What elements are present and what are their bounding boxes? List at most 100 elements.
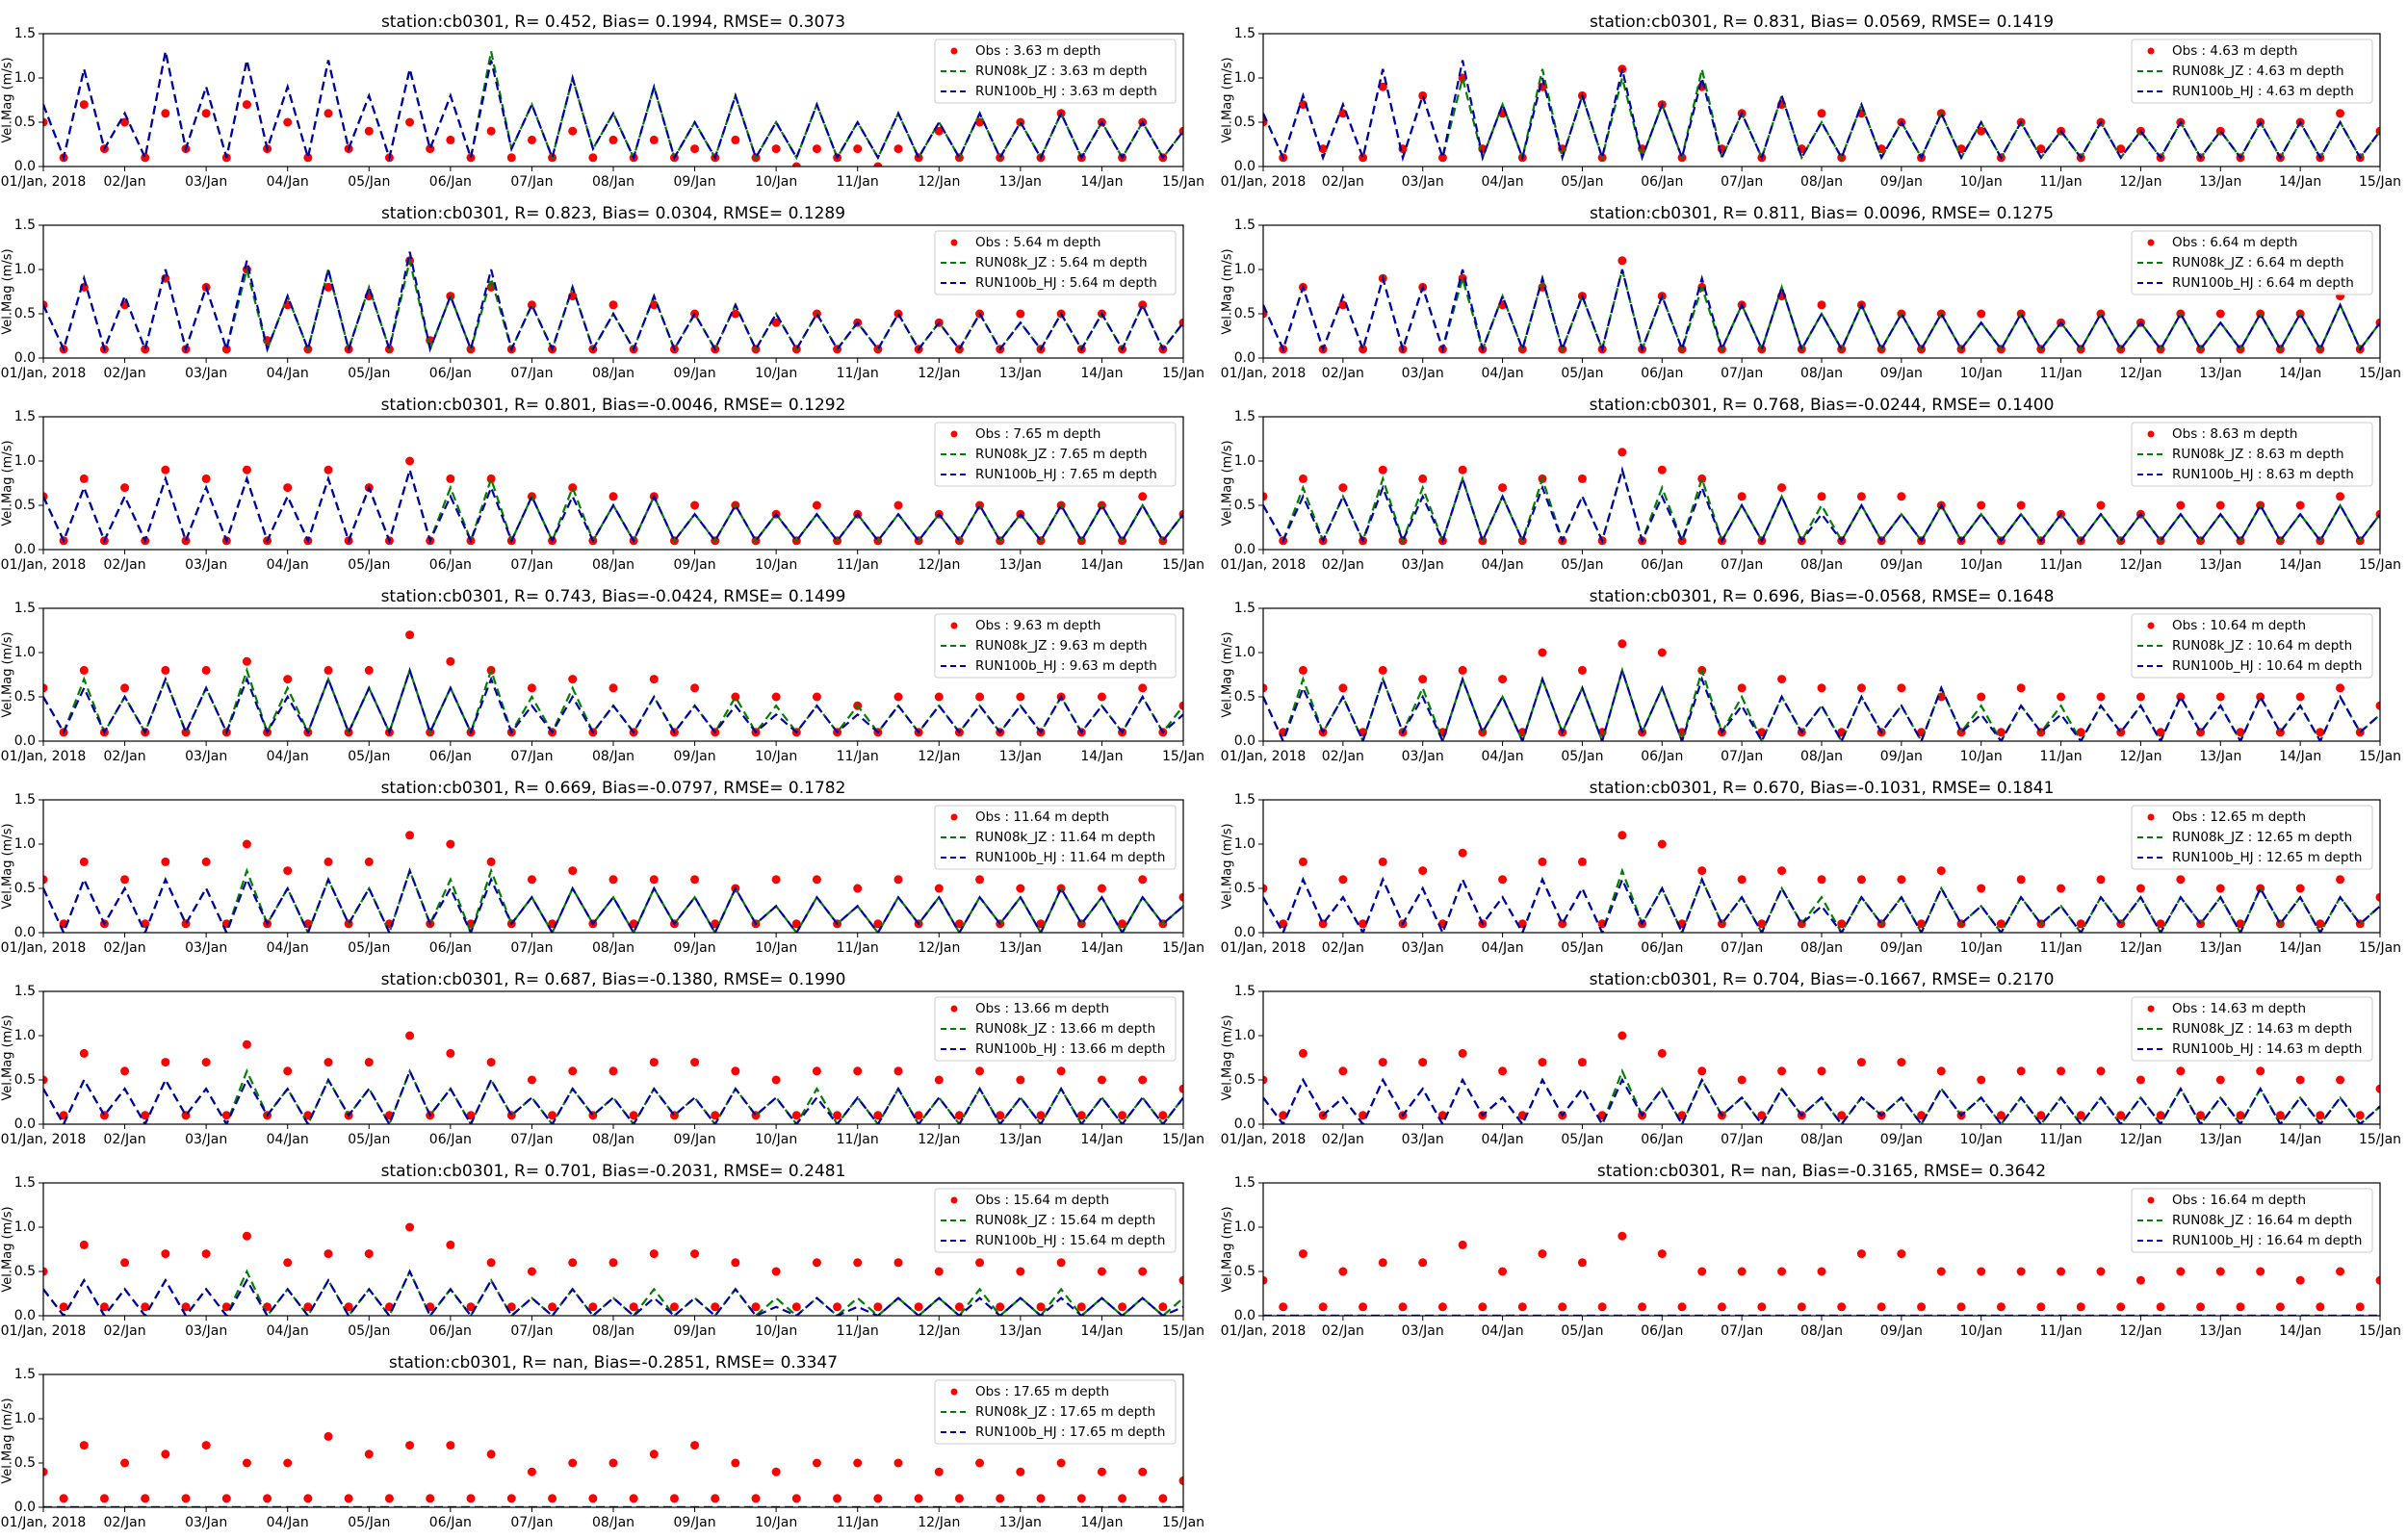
obs-point [1016, 309, 1025, 319]
x-tick-label: 13/Jan [2199, 557, 2241, 573]
legend-label: RUN100b_HJ : 15.64 m depth [975, 1233, 1165, 1248]
obs-point [527, 683, 536, 693]
panel-title: station:cb0301, R= 0.452, Bias= 0.1994, … [381, 13, 845, 32]
obs-point [1298, 474, 1307, 483]
obs-point [568, 866, 578, 876]
y-tick-label: 1.5 [14, 26, 36, 41]
obs-point [1178, 1084, 1183, 1093]
obs-point [1697, 1267, 1707, 1276]
y-tick-label: 0.0 [14, 1308, 36, 1323]
obs-point [771, 1467, 781, 1476]
obs-point [1977, 884, 1986, 893]
obs-point [2295, 1075, 2305, 1085]
obs-point [1817, 875, 1826, 885]
x-tick-label: 09/Jan [1880, 1132, 1923, 1147]
obs-point [629, 1494, 638, 1503]
obs-point [161, 109, 170, 118]
obs-point [1318, 1302, 1328, 1312]
y-tick-label: 1.0 [14, 453, 36, 469]
legend-label: RUN08k_JZ : 17.65 m depth [975, 1404, 1155, 1420]
y-tick-label: 0.0 [14, 1500, 36, 1515]
obs-point [1577, 665, 1587, 675]
legend-label: Obs : 12.65 m depth [2172, 809, 2306, 825]
y-tick-label: 1.5 [14, 218, 36, 233]
obs-point [506, 1494, 516, 1503]
obs-point [1036, 1302, 1046, 1312]
obs-point [1458, 465, 1467, 475]
model-line [43, 1067, 1183, 1124]
obs-point [1338, 483, 1348, 493]
obs-point [181, 1302, 191, 1312]
legend-label: RUN100b_HJ : 17.65 m depth [975, 1424, 1165, 1440]
legend-box [2131, 38, 2373, 104]
x-tick-label: 09/Jan [674, 749, 716, 764]
legend-marker [950, 239, 958, 246]
y-tick-label: 1.0 [14, 836, 36, 852]
obs-point [2135, 692, 2145, 702]
obs-point [221, 1494, 231, 1503]
obs-point [2295, 884, 2305, 893]
obs-point [751, 1302, 761, 1312]
obs-point [1418, 474, 1428, 483]
panel: station:cb0301, R= 0.704, Bias=-0.1667, … [1221, 970, 2402, 1147]
obs-point [446, 656, 455, 666]
obs-point [486, 1450, 496, 1459]
obs-point [731, 135, 740, 144]
obs-point [1777, 1066, 1787, 1076]
model-line [1263, 466, 2380, 545]
x-tick-label: 14/Jan [1080, 174, 1123, 190]
obs-point [426, 1494, 435, 1503]
obs-point [43, 1075, 48, 1085]
obs-point [2295, 500, 2305, 510]
x-tick-label: 15/Jan [1162, 1323, 1204, 1339]
x-tick-label: 08/Jan [592, 557, 634, 573]
obs-point [1498, 1267, 1508, 1276]
legend-marker [2147, 47, 2155, 55]
obs-point [934, 1467, 944, 1476]
obs-point [1437, 153, 1447, 163]
y-tick-label: 0.5 [14, 115, 36, 130]
x-tick-label: 04/Jan [267, 940, 309, 956]
obs-point [1076, 1111, 1086, 1120]
obs-point [1817, 683, 1826, 693]
x-tick-label: 10/Jan [755, 940, 797, 956]
obs-point [649, 1058, 659, 1067]
x-tick-label: 05/Jan [348, 366, 390, 381]
x-tick-label: 08/Jan [1800, 749, 1843, 764]
legend-label: RUN08k_JZ : 8.63 m depth [2172, 447, 2344, 462]
obs-point [344, 1302, 353, 1312]
plot-area [43, 456, 1183, 546]
obs-point [2215, 309, 2225, 319]
obs-point [486, 857, 496, 866]
y-tick-label: 1.0 [1234, 453, 1255, 469]
obs-point [2336, 1075, 2345, 1085]
x-tick-label: 02/Jan [1322, 557, 1364, 573]
legend-marker [950, 1196, 958, 1204]
obs-point [1378, 857, 1387, 866]
axes-frame [42, 607, 1184, 742]
obs-point [1138, 1467, 1148, 1476]
plot-area [43, 1031, 1183, 1124]
x-tick-label: 07/Jan [510, 557, 553, 573]
obs-point [1917, 1302, 1927, 1312]
obs-point [2057, 884, 2066, 893]
x-tick-label: 08/Jan [1800, 940, 1843, 956]
obs-point [731, 692, 740, 702]
y-tick-label: 0.0 [14, 542, 36, 557]
obs-point [1737, 1075, 1747, 1085]
x-tick-label: 11/Jan [837, 940, 879, 956]
obs-point [548, 1111, 557, 1120]
axes-frame [1262, 416, 2381, 551]
x-tick-label: 03/Jan [1402, 749, 1444, 764]
obs-point [1036, 1494, 1046, 1503]
model-line [43, 51, 1183, 163]
x-tick-label: 07/Jan [510, 1515, 553, 1530]
y-tick-label: 1.5 [1234, 601, 1255, 616]
obs-point [283, 866, 293, 876]
obs-point [1817, 109, 1826, 118]
obs-point [731, 1258, 740, 1268]
obs-point [771, 1267, 781, 1276]
obs-point [1897, 1058, 1906, 1067]
obs-point [2375, 1275, 2380, 1285]
y-tick-label: 1.5 [1234, 984, 1255, 999]
